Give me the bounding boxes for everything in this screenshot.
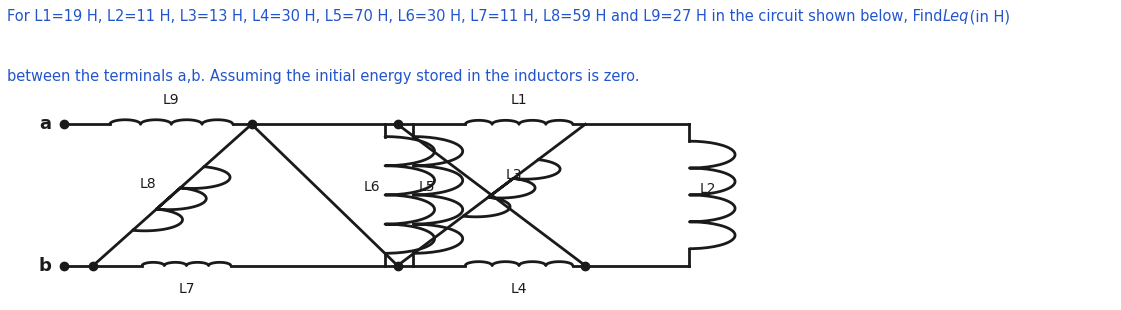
Text: (in H): (in H) <box>965 9 1010 24</box>
Text: a: a <box>39 115 52 133</box>
Text: For L1=19 H, L2=11 H, L3=13 H, L4=30 H, L5=70 H, L6=30 H, L7=11 H, L8=59 H and L: For L1=19 H, L2=11 H, L3=13 H, L4=30 H, … <box>7 9 947 24</box>
Text: L4: L4 <box>511 282 527 296</box>
Text: Leq: Leq <box>943 9 970 24</box>
Text: b: b <box>38 257 52 275</box>
Text: L1: L1 <box>511 93 527 107</box>
Text: L6: L6 <box>363 180 380 194</box>
Text: L3: L3 <box>506 168 522 182</box>
Text: L2: L2 <box>700 182 716 196</box>
Text: L5: L5 <box>418 180 435 194</box>
Text: between the terminals a,b. Assuming the initial energy stored in the inductors i: between the terminals a,b. Assuming the … <box>7 69 639 84</box>
Text: L7: L7 <box>178 282 195 296</box>
Text: L8: L8 <box>139 177 156 191</box>
Text: L9: L9 <box>163 93 179 107</box>
